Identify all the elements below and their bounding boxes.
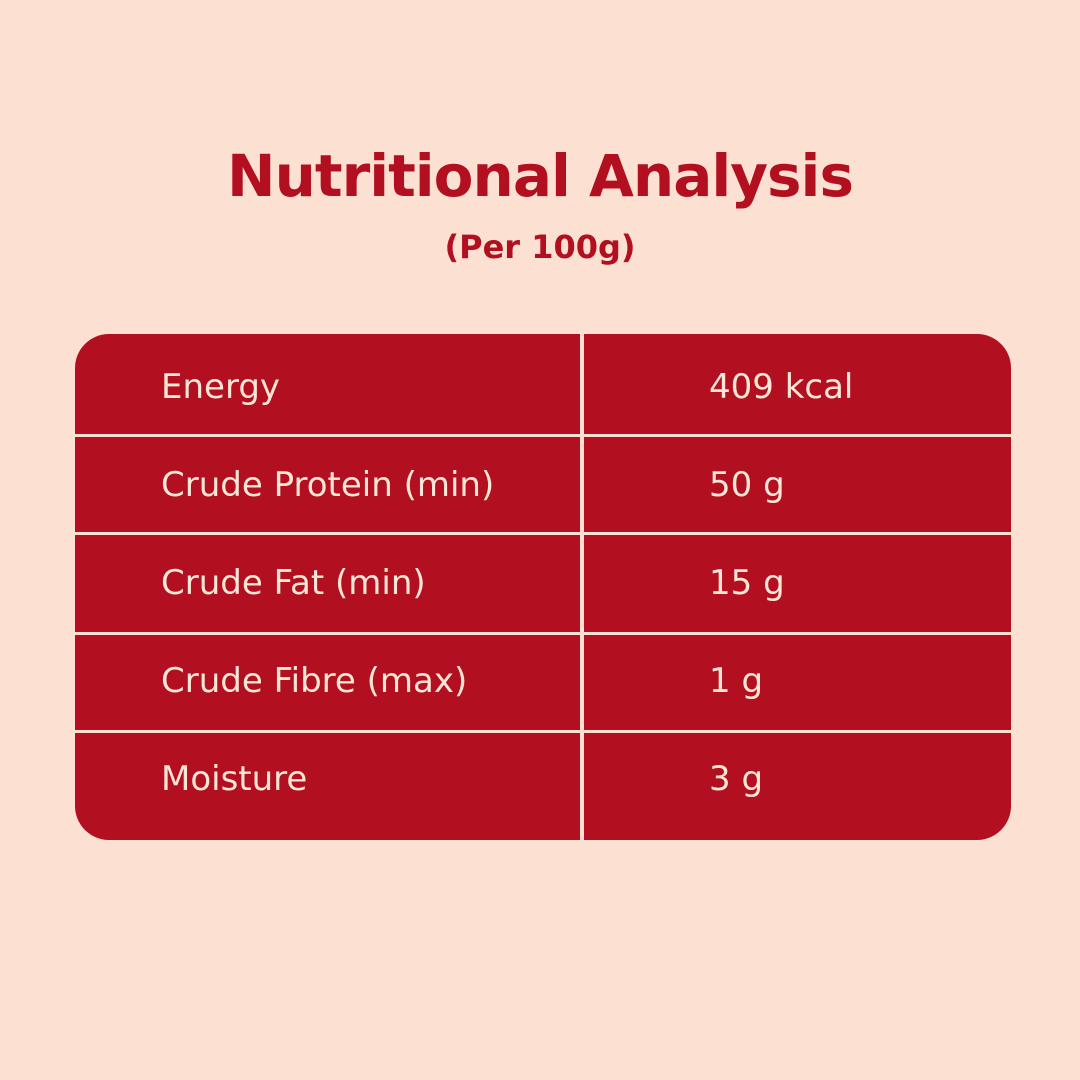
value-cell: 15 g [709,563,785,603]
nutrition-table: Energy 409 kcal Crude Protein (min) 50 g Cru… [75,334,1011,840]
value-cell: 3 g [709,759,764,799]
row-divider [75,532,1011,535]
table-row: Crude Fibre (max) 1 g [75,632,1011,730]
label-cell: Crude Protein (min) [161,465,495,505]
value-cell: 1 g [709,661,764,701]
row-divider [75,730,1011,733]
row-divider [75,434,1011,437]
label-cell: Crude Fat (min) [161,563,426,603]
value-cell: 50 g [709,465,785,505]
table-row: Moisture 3 g [75,730,1011,828]
table-row: Energy 409 kcal [75,338,1011,436]
title: Nutritional Analysis [227,142,854,210]
table-row: Crude Fat (min) 15 g [75,534,1011,632]
label-cell: Energy [161,367,281,407]
value-cell: 409 kcal [709,367,854,407]
column-divider [580,334,584,840]
row-divider [75,632,1011,635]
label-cell: Crude Fibre (max) [161,661,468,701]
subtitle: (Per 100g) [444,228,636,266]
table-row: Crude Protein (min) 50 g [75,436,1011,534]
label-cell: Moisture [161,759,308,799]
